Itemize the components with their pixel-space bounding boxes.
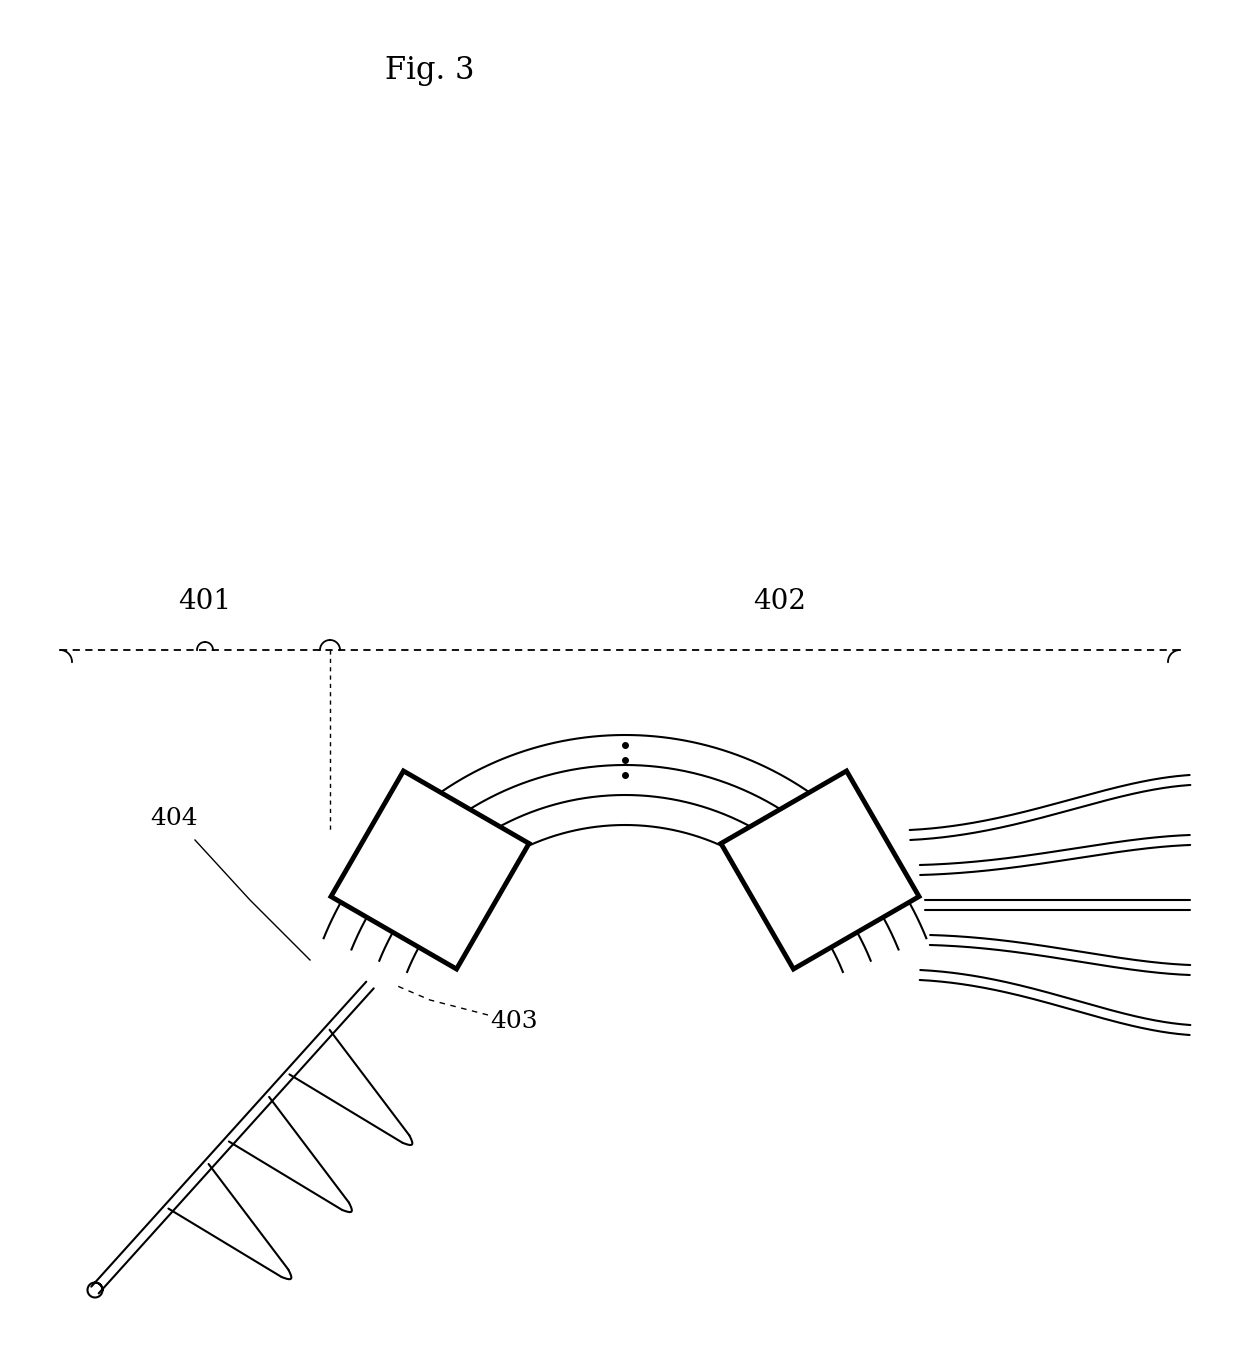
Text: 404: 404	[150, 806, 197, 830]
Text: 401: 401	[179, 589, 232, 615]
Polygon shape	[720, 771, 919, 969]
Text: 403: 403	[490, 1010, 538, 1034]
Text: Fig. 3: Fig. 3	[386, 55, 475, 86]
Polygon shape	[331, 771, 529, 969]
Text: 402: 402	[754, 589, 806, 615]
